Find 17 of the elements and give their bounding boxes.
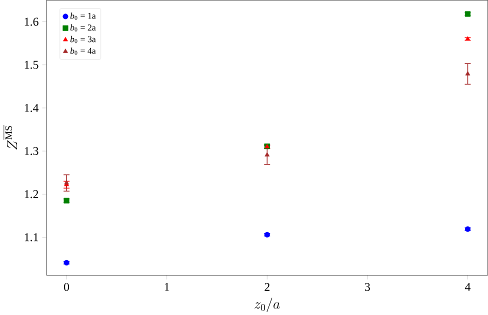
- legend-label: b$_{0}$ = 1a: [70, 12, 96, 20]
- y-tick-label: 1.3: [24, 146, 38, 155]
- y-tick-label: 1.2: [24, 190, 38, 198]
- x-tick-label: 3: [365, 282, 370, 291]
- x-tick-label: 0: [64, 282, 70, 291]
- x-axis-title: $z_0/a$: [254, 298, 280, 312]
- y-tick-label: 1.4: [24, 104, 39, 112]
- x-tick-label: 4: [464, 282, 471, 291]
- legend-label: b$_{0}$ = 4a: [70, 47, 96, 55]
- y-tick-label: 1.5: [24, 60, 38, 69]
- legend-label: b$_{0}$ = 3a: [70, 36, 96, 43]
- x-tick-label: 1: [164, 282, 170, 291]
- legend-label: b$_{0}$ = 2a: [70, 24, 96, 32]
- x-tick-label: 2: [264, 282, 270, 291]
- y-axis-title: $Z^{\overline{\mathrm{MS}}}$: [4, 124, 18, 150]
- y-tick-label: 1.1: [24, 233, 38, 242]
- y-tick-label: 1.6: [24, 18, 38, 26]
